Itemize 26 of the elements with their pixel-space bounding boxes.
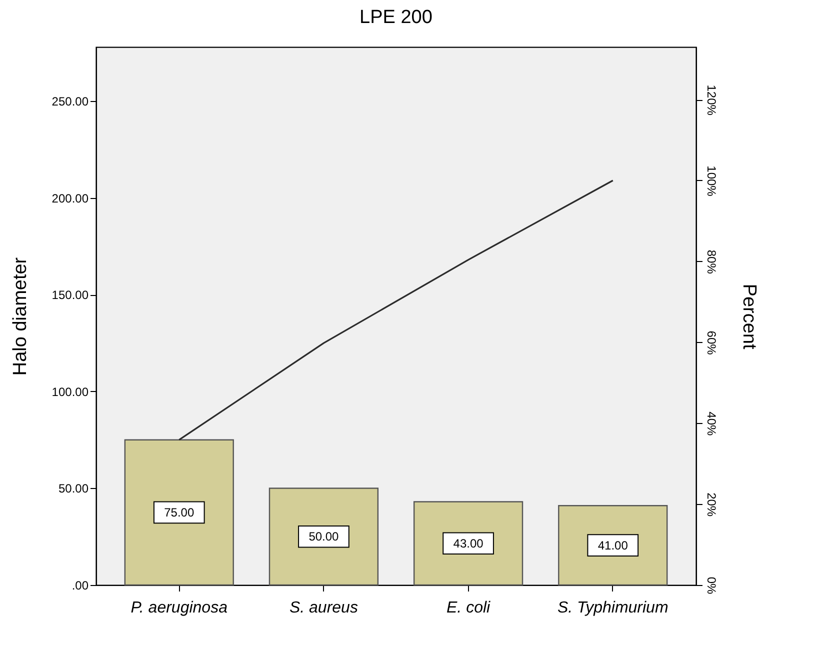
data-label: 75.00 — [164, 505, 194, 520]
y-tick-label: .00 — [72, 578, 89, 592]
y2-tick-label: 20% — [704, 492, 718, 517]
y-tick-label: 250.00 — [52, 94, 89, 109]
bar — [124, 439, 234, 586]
y-axis-title: Halo diameter — [10, 256, 31, 376]
data-label: 43.00 — [453, 536, 484, 550]
y2-tick-label: 0% — [704, 576, 718, 594]
x-tick-label: P. aeruginosa — [130, 600, 228, 616]
y-tick-label: 50.00 — [58, 482, 89, 496]
x-tick-label: S. aureus — [289, 600, 358, 616]
y2-tick-label: 60% — [704, 330, 718, 356]
chart-title: LPE 200 — [360, 7, 432, 28]
y-tick-label: 100.00 — [52, 384, 89, 399]
data-label: 50.00 — [308, 530, 340, 544]
y2-axis-title: Percent — [738, 284, 760, 350]
line-series — [178, 180, 614, 441]
x-tick-label: E. coli — [446, 600, 491, 616]
y2-tick-label: 100% — [704, 166, 718, 197]
x-tick-label: S. Typhimurium — [557, 600, 668, 616]
y-tick-label: 150.00 — [52, 288, 89, 302]
y2-tick-label: 120% — [704, 84, 718, 116]
y2-tick-label: 40% — [704, 412, 718, 436]
y2-tick-label: 80% — [704, 250, 718, 274]
y-tick-label: 200.00 — [52, 191, 89, 206]
data-label: 41.00 — [598, 538, 628, 552]
